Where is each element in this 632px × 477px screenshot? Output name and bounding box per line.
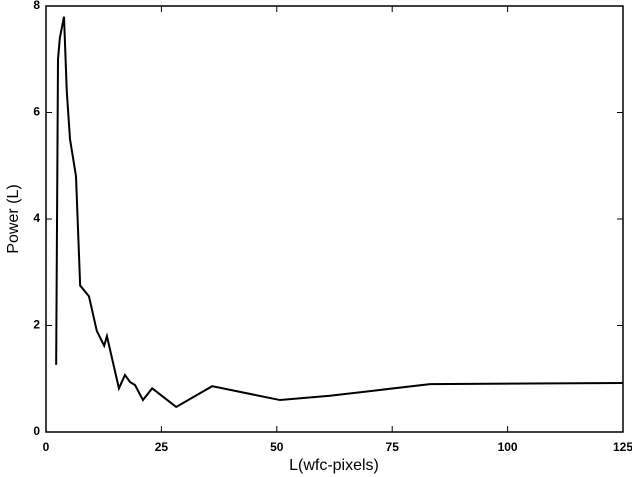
data-line bbox=[55, 16, 624, 409]
x-tick-label: 50 bbox=[270, 440, 284, 454]
y-tick-label: 6 bbox=[33, 105, 40, 119]
y-tick-label: 4 bbox=[33, 211, 40, 225]
x-axis-title: L(wfc-pixels) bbox=[289, 457, 379, 474]
x-tick-label: 100 bbox=[498, 440, 518, 454]
y-tick-label: 8 bbox=[33, 0, 40, 12]
x-tick-label: 75 bbox=[386, 440, 400, 454]
x-tick-label: 0 bbox=[43, 440, 50, 454]
x-tick-label: 125 bbox=[613, 440, 632, 454]
x-tick-label: 25 bbox=[155, 440, 169, 454]
y-tick-label: 0 bbox=[33, 424, 40, 438]
y-tick-label: 2 bbox=[33, 318, 40, 332]
plot-frame bbox=[45, 5, 624, 433]
y-axis-title: Power (L) bbox=[5, 184, 22, 253]
